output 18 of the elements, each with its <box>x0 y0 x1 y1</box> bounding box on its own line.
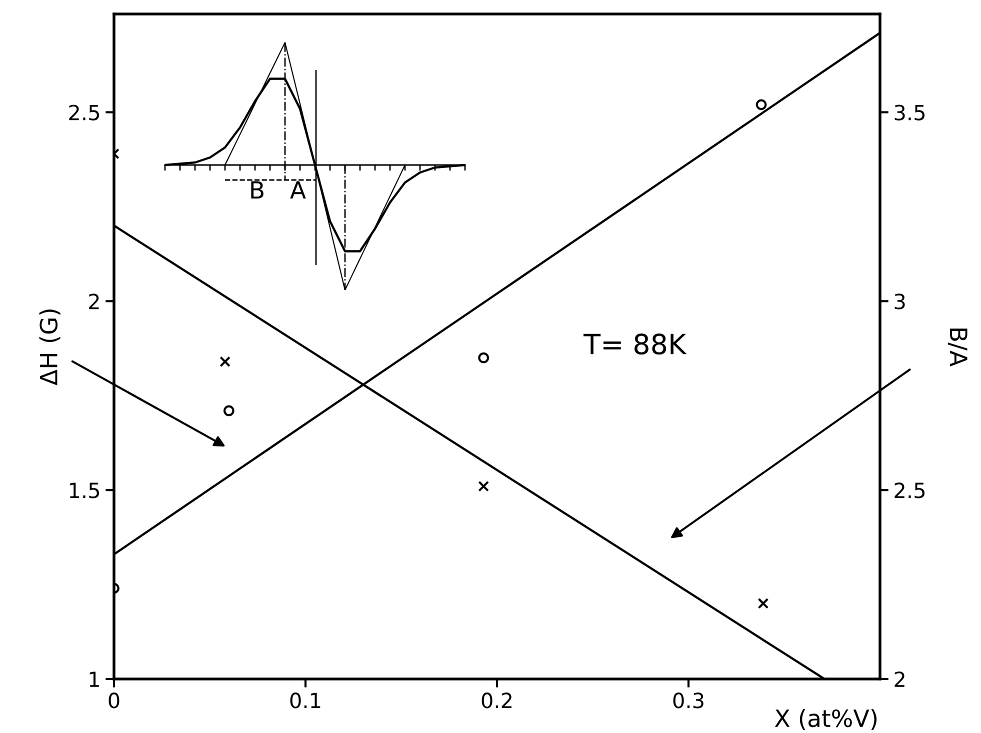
y-tick-label: 2.5 <box>69 104 99 120</box>
x-axis-title: X (at%V) <box>774 708 877 730</box>
y2-tick-label: 2 <box>894 671 904 687</box>
y-tick-label: 2 <box>89 294 99 310</box>
y-tick-label: 1 <box>90 672 99 687</box>
y-tick-label: 1.5 <box>70 482 99 498</box>
annotation: B <box>251 181 264 199</box>
x-tick-label: 0.3 <box>673 692 704 708</box>
x-tick-label: 0 <box>108 692 120 708</box>
y2-tick-label: 3 <box>894 294 905 310</box>
annotation: T= 88K <box>583 334 687 355</box>
annotation: A <box>290 181 306 199</box>
y2-tick-label: 2.5 <box>894 482 925 498</box>
x-tick-label: 0.1 <box>290 692 320 708</box>
y-axis-title: ΔH (G) <box>39 309 60 386</box>
y2-axis-title: B/A <box>948 328 968 366</box>
y2-tick-label: 3.5 <box>894 104 925 120</box>
x-tick-label: 0.2 <box>482 692 512 708</box>
